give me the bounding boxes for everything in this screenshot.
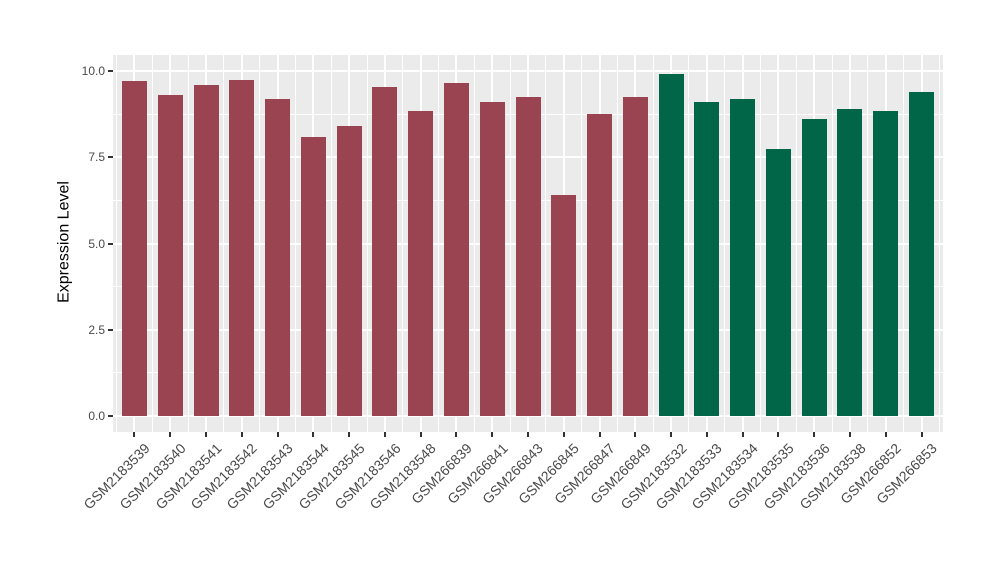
bar-GSM266841 [479,102,505,416]
x-axis-tick [455,432,458,437]
bar-GSM266849 [622,96,648,416]
x-gridline-minor [330,55,332,432]
x-gridline-minor [616,55,618,432]
x-gridline-minor [688,55,690,432]
x-axis-tick [419,432,422,437]
y-tick-label: 10.0 [81,64,105,78]
bar-GSM2183541 [193,84,219,416]
x-gridline-minor [938,55,940,432]
x-gridline-minor [402,55,404,432]
bar-GSM2183536 [801,119,827,416]
x-gridline-minor [724,55,726,432]
y-axis-tick [108,328,113,331]
x-axis-tick [884,432,887,437]
bar-GSM2183535 [765,148,791,416]
bar-GSM266843 [515,96,541,416]
x-gridline-minor [795,55,797,432]
bar-GSM266839 [443,83,469,416]
x-axis-tick [705,432,708,437]
bar-GSM2183546 [372,86,398,416]
bar-GSM2183533 [694,102,720,416]
x-axis-tick [562,432,565,437]
bar-GSM2183534 [730,98,756,416]
y-tick-label: 7.5 [88,150,105,165]
bar-GSM266853 [909,91,935,416]
x-axis-tick [169,432,172,437]
x-gridline-minor [294,55,296,432]
x-gridline-minor [581,55,583,432]
x-axis-tick [848,432,851,437]
x-gridline-minor [223,55,225,432]
bar-GSM2183545 [336,126,362,416]
y-tick-label: 0.0 [88,409,105,423]
bar-GSM2183542 [229,79,255,416]
x-axis-tick [598,432,601,437]
x-axis-tick [491,432,494,437]
bar-GSM2183544 [300,136,326,416]
x-gridline-minor [151,55,153,432]
y-axis-tick [108,156,113,159]
x-axis-tick [741,432,744,437]
x-axis-tick [383,432,386,437]
x-gridline-minor [760,55,762,432]
bar-GSM2183532 [658,74,684,416]
bar-GSM2183540 [157,95,183,416]
y-axis-tick [108,242,113,245]
y-tick-label: 2.5 [88,322,105,337]
bar-GSM266847 [587,114,613,416]
x-gridline-minor [867,55,869,432]
plot-panel [113,55,943,432]
x-axis-tick [670,432,673,437]
x-gridline-minor [259,55,261,432]
x-axis-tick [312,432,315,437]
x-gridline-minor [509,55,511,432]
bar-GSM2183538 [837,108,863,416]
x-axis-tick [634,432,637,437]
x-axis-tick [920,432,923,437]
bar-GSM266845 [551,195,577,416]
x-axis-tick [276,432,279,437]
x-gridline-minor [831,55,833,432]
y-axis-tick [108,415,113,417]
bar-GSM266852 [873,110,899,416]
y-tick-label: 5.0 [88,236,105,251]
x-gridline-minor [473,55,475,432]
bar-GSM2183548 [408,110,434,416]
x-gridline-minor [545,55,547,432]
x-axis-tick [348,432,351,437]
x-axis-tick [205,432,208,437]
x-axis-tick [527,432,529,437]
x-gridline-minor [116,55,118,432]
x-gridline-minor [903,55,905,432]
x-gridline-minor [652,55,654,432]
x-gridline-minor [438,55,440,432]
bar-GSM2183543 [265,98,291,416]
x-axis-tick [133,432,136,437]
x-gridline-minor [187,55,189,432]
x-axis-tick [813,432,816,437]
x-gridline-minor [366,55,368,432]
bar-GSM2183539 [121,81,147,416]
x-axis-tick [777,432,780,437]
x-axis-tick [240,432,243,437]
y-axis-tick [108,70,113,72]
